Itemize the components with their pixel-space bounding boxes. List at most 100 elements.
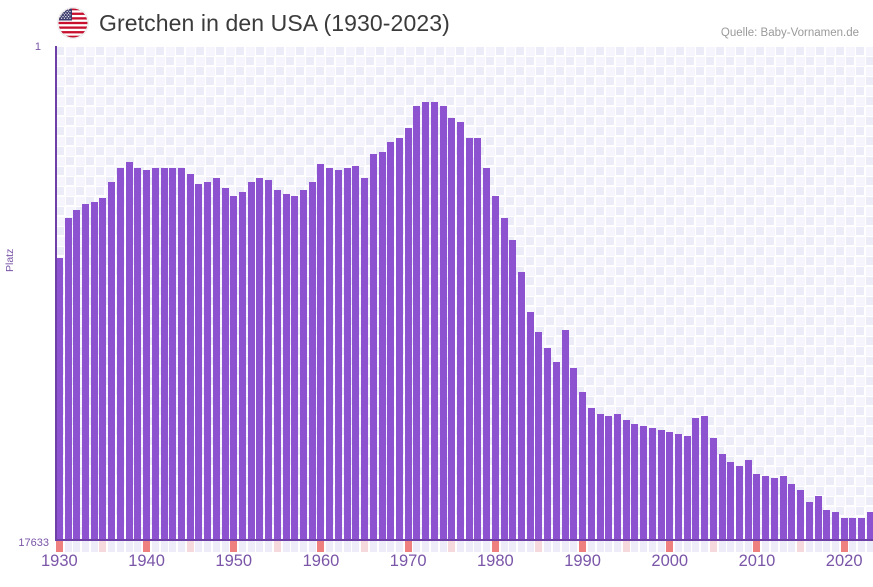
bar[interactable]: [151, 168, 159, 540]
bar[interactable]: [125, 162, 133, 540]
bar[interactable]: [282, 194, 290, 540]
bar[interactable]: [378, 152, 386, 540]
bar[interactable]: [422, 102, 430, 540]
bar[interactable]: [439, 106, 447, 540]
bar[interactable]: [204, 182, 212, 540]
bar[interactable]: [692, 418, 700, 540]
bar[interactable]: [526, 312, 534, 540]
bar[interactable]: [169, 168, 177, 540]
bar[interactable]: [491, 196, 499, 540]
bar[interactable]: [666, 432, 674, 540]
bar[interactable]: [518, 272, 526, 540]
bar[interactable]: [779, 476, 787, 540]
x-tick-minor: [151, 541, 159, 552]
bar[interactable]: [387, 142, 395, 540]
bar[interactable]: [596, 414, 604, 540]
bar[interactable]: [570, 368, 578, 540]
bar[interactable]: [465, 138, 473, 540]
bar[interactable]: [265, 180, 273, 540]
bar[interactable]: [483, 168, 491, 540]
bar[interactable]: [212, 178, 220, 540]
bar[interactable]: [648, 428, 656, 540]
bar[interactable]: [108, 182, 116, 540]
bar[interactable]: [788, 484, 796, 540]
bar[interactable]: [797, 490, 805, 540]
bar[interactable]: [701, 416, 709, 540]
bar[interactable]: [500, 218, 508, 540]
bar[interactable]: [509, 240, 517, 540]
bar[interactable]: [718, 454, 726, 540]
bar[interactable]: [727, 462, 735, 540]
bar[interactable]: [561, 330, 569, 540]
bar[interactable]: [291, 196, 299, 540]
bar[interactable]: [326, 168, 334, 540]
x-axis-label-1980: 1980: [477, 552, 514, 570]
bar[interactable]: [605, 416, 613, 540]
bar[interactable]: [221, 188, 229, 540]
bar[interactable]: [352, 166, 360, 540]
bar[interactable]: [674, 434, 682, 540]
bar[interactable]: [369, 154, 377, 540]
x-tick-major: [840, 541, 848, 552]
bar[interactable]: [308, 182, 316, 540]
bar[interactable]: [814, 496, 822, 540]
bar[interactable]: [317, 164, 325, 540]
bar[interactable]: [622, 420, 630, 540]
x-axis-label-2020: 2020: [825, 552, 863, 570]
bar[interactable]: [657, 430, 665, 540]
bar[interactable]: [238, 192, 246, 540]
bar[interactable]: [55, 258, 63, 540]
bar[interactable]: [82, 204, 90, 540]
bar[interactable]: [99, 198, 107, 540]
bar[interactable]: [552, 362, 560, 540]
bar[interactable]: [256, 178, 264, 540]
bar[interactable]: [195, 184, 203, 540]
bar[interactable]: [762, 476, 770, 540]
bar[interactable]: [230, 196, 238, 540]
bar[interactable]: [858, 518, 866, 540]
bar[interactable]: [535, 332, 543, 540]
bar[interactable]: [709, 438, 717, 540]
bar[interactable]: [413, 106, 421, 540]
bar[interactable]: [831, 512, 839, 540]
bar[interactable]: [805, 502, 813, 540]
bar[interactable]: [840, 518, 848, 540]
bar[interactable]: [404, 128, 412, 540]
bar[interactable]: [361, 178, 369, 540]
bar[interactable]: [744, 460, 752, 540]
bar[interactable]: [849, 518, 857, 540]
bar[interactable]: [64, 218, 72, 540]
bar[interactable]: [579, 392, 587, 540]
x-tick-minor: [849, 541, 857, 552]
bar[interactable]: [247, 182, 255, 540]
bar[interactable]: [753, 474, 761, 540]
bar[interactable]: [143, 170, 151, 540]
bar[interactable]: [544, 348, 552, 540]
bar[interactable]: [587, 408, 595, 540]
bar[interactable]: [116, 168, 124, 540]
bar[interactable]: [866, 512, 873, 540]
bar[interactable]: [640, 426, 648, 540]
bar[interactable]: [631, 424, 639, 540]
bar[interactable]: [736, 466, 744, 540]
bar[interactable]: [186, 174, 194, 540]
bar[interactable]: [273, 190, 281, 540]
bar[interactable]: [395, 138, 403, 540]
bar[interactable]: [770, 478, 778, 540]
bar[interactable]: [300, 190, 308, 540]
bar[interactable]: [90, 202, 98, 540]
bar[interactable]: [683, 436, 691, 540]
bar[interactable]: [343, 168, 351, 540]
x-tick-minor: [561, 541, 569, 552]
bar[interactable]: [430, 102, 438, 540]
bar[interactable]: [177, 168, 185, 540]
bar[interactable]: [134, 168, 142, 540]
bar[interactable]: [823, 510, 831, 540]
bar[interactable]: [160, 168, 168, 540]
bar[interactable]: [474, 138, 482, 540]
bar[interactable]: [613, 414, 621, 540]
bar[interactable]: [334, 170, 342, 540]
bar[interactable]: [448, 118, 456, 540]
bar[interactable]: [73, 210, 81, 540]
bar[interactable]: [456, 122, 464, 540]
